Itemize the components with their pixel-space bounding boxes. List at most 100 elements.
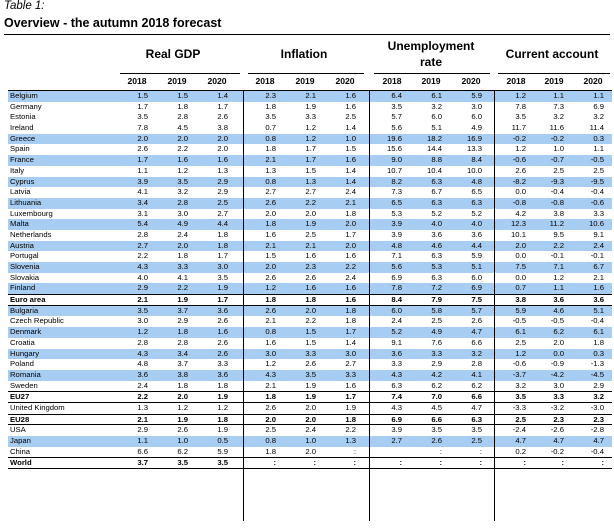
table-cell: 2.7 [217,208,228,218]
table-cell: 1.8 [217,229,228,239]
table-cell: 3.0 [217,262,228,271]
table-row: Latvia 4.1 3.2 2.9 2.7 2.7 2.4 7.3 6.7 6.5 0.0 -0.4… [8,187,612,198]
table-cell: : [439,458,442,468]
table-cell: 3.7 [137,458,148,468]
table-row: Malta 5.4 4.9 4.4 1.8 1.9 2.0 3.9 4.0 4.0 12.3 11.2… [8,219,612,230]
table-cell: 5.1 [471,262,482,271]
table-cell: 6.9 [593,101,604,111]
table-row: Poland 4.8 3.7 3.3 1.2 2.6 2.7 3.3 2.9 2.8 -0.6 -0.… [8,359,612,370]
table-cell: 2.7 [391,436,402,445]
table-cell: 1.6 [265,337,276,347]
table-cell: -0.8 [512,197,526,207]
table-cell: 2.4 [305,425,316,435]
table-cell: 2.0 [305,414,316,424]
table-cell: 3.7 [177,359,188,369]
row-label: China [10,446,31,456]
table-cell: 0.8 [265,327,276,337]
table-cell: 0.8 [265,133,276,143]
table-cell: -0.9 [550,359,564,369]
table-cell: 3.0 [137,316,148,326]
row-label: United Kingdom [10,402,65,412]
table-cell: 2.9 [217,187,228,197]
table-cell: 1.2 [137,327,148,337]
table-row: Denmark 1.2 1.8 1.6 0.8 1.5 1.7 5.2 4.9 4.7 6.1 6.2… [8,327,612,338]
table-cell: 5.4 [137,219,148,229]
table-row: Netherlands 2.8 2.4 1.8 1.6 2.5 1.7 3.9 3.6 3.6 10… [8,230,612,241]
table-cell: 6.3 [471,197,482,207]
table-cell: 1.9 [305,392,316,402]
table-cell: 1.7 [305,155,316,165]
table-cell: 1.0 [305,436,316,445]
table-cell: 6.7 [431,187,442,197]
table-row: EU28 2.1 1.9 1.8 2.0 2.0 1.8 6.9 6.6 6.3 2.5 2.3 2.3 [8,413,612,426]
table-cell: 2.5 [515,414,526,424]
table-cell: 1.8 [265,392,276,402]
table-cell: 2.7 [137,240,148,250]
table-cell: 3.2 [177,187,188,197]
table-row: Lithuania 3.4 2.8 2.5 2.6 2.2 2.1 6.5 6.3 6.3 -0.8… [8,197,612,209]
table-cell: 6.6 [137,446,148,456]
table-cell: 0.7 [265,123,276,133]
row-label: Poland [10,359,34,369]
table-cell: 1.4 [345,176,356,186]
header-inflation: Inflation [280,47,328,61]
table-cell: 2.0 [177,240,188,250]
table-cell: 2.1 [137,295,148,305]
table-cell: 4.5 [177,123,188,133]
row-label: Greece [10,133,36,143]
table-cell: 4.3 [137,348,148,358]
table-cell: 1.8 [177,101,188,111]
table-cell: 3.4 [137,197,148,207]
table-cell: 1.8 [305,295,316,305]
table-cell: 2.3 [305,262,316,271]
table-cell: 2.6 [471,316,482,326]
row-label: World [10,458,32,468]
table-cell: 1.2 [515,348,526,358]
table-cell: 2.6 [265,402,276,412]
table-cell: 4.3 [137,262,148,271]
table-cell: 0.7 [515,283,526,293]
table-cell: -2.6 [550,425,564,435]
table-cell: 11.2 [549,219,564,229]
table-cell: 6.1 [431,91,442,100]
table-cell: 10.7 [387,165,402,175]
table-cell: 6.3 [431,251,442,261]
table-cell: 1.7 [345,327,356,337]
table-cell: -4.5 [590,369,604,379]
table-cell: 4.1 [471,369,482,379]
row-label: Spain [10,144,30,154]
table-cell: 2.6 [217,112,228,122]
table-cell: 3.6 [137,369,148,379]
table-row: Greece 2.0 2.0 2.0 0.8 1.2 1.0 19.6 18.2 16.9 -0.2… [8,133,612,145]
table-cell: 4.3 [391,369,402,379]
table-cell: 1.6 [345,380,356,390]
table-row: Germany 1.7 1.8 1.7 1.8 1.9 1.6 3.5 3.2 3.0 7.8 7.3… [8,102,612,113]
table-cell: 1.8 [345,208,356,218]
table-cell: 3.5 [217,458,228,468]
table-cell: 14.4 [427,144,442,154]
table-row: Japan 1.1 1.0 0.5 0.8 1.0 1.3 2.7 2.6 2.5 4.7 4.7 4.… [8,436,612,447]
table-cell: 3.2 [553,112,564,122]
table-cell: 4.3 [391,402,402,412]
table-cell: 4.7 [593,436,604,445]
table-cell: 1.6 [345,155,356,165]
table-row: Italy 1.1 1.2 1.3 1.3 1.5 1.4 10.7 10.4 10.0 2.6 2.… [8,166,612,177]
table-cell: 5.2 [471,208,482,218]
table-cell: 3.9 [391,425,402,435]
table-cell: -0.5 [550,316,564,326]
table-cell: 1.7 [345,392,356,402]
table-cell: 1.7 [217,251,228,261]
year-header-row: 2018 2019 2020 2018 2019 2020 2018 2019 … [0,75,614,89]
table-cell: 3.6 [553,295,564,305]
table-cell: -9.3 [550,176,564,186]
table-cell: 2.0 [217,133,228,143]
row-label: Japan [10,436,31,445]
header-unemployment: Unemployment rate [374,38,488,70]
table-cell: 3.5 [137,112,148,122]
table-cell: 4.9 [431,327,442,337]
table-cell: 2.4 [391,316,402,326]
table-cell: : [523,458,526,468]
table-cell: 2.1 [345,197,356,207]
row-label: France [10,155,34,165]
table-cell: 1.8 [217,380,228,390]
